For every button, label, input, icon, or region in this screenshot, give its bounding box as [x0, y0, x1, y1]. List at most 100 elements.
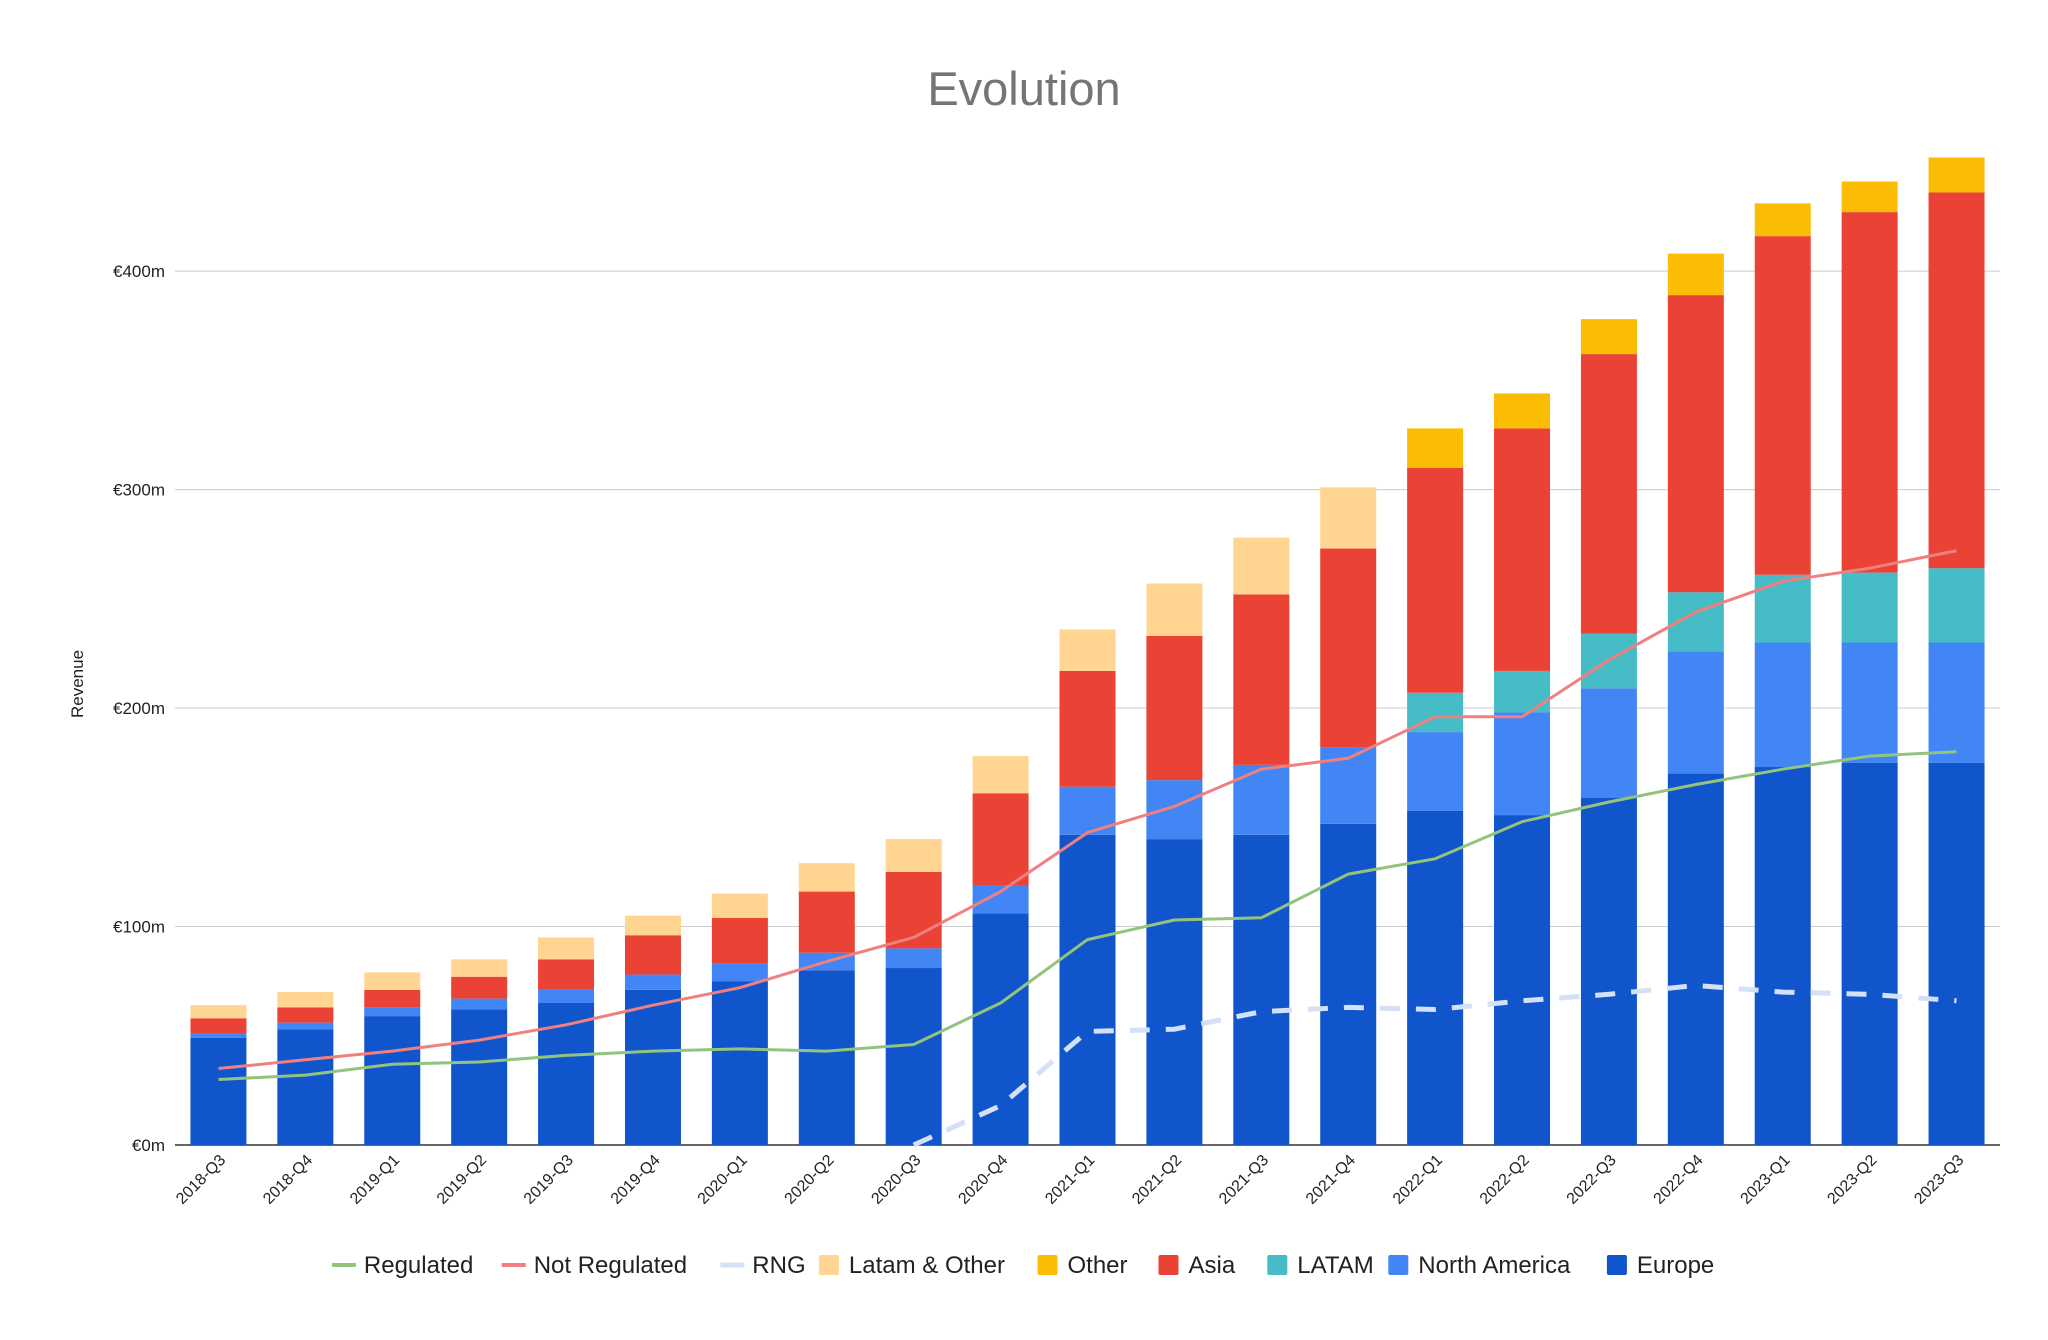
bar-europe	[711, 981, 768, 1145]
bar-north-america	[1494, 712, 1551, 816]
bar-latam-other	[190, 1005, 247, 1019]
bar-asia	[711, 917, 768, 964]
bar-other	[1754, 203, 1811, 237]
series-lines	[218, 549, 1957, 1148]
bar-europe	[1407, 810, 1464, 1145]
x-tick-label: 2022-Q2	[1477, 1152, 1533, 1208]
legend-label-not-regulated: Not Regulated	[534, 1252, 687, 1279]
bar-latam-other	[1146, 583, 1203, 636]
bar-other	[1494, 393, 1551, 429]
legend-label-latam-other: Latam & Other	[849, 1252, 1005, 1279]
bar-latam-other	[624, 915, 681, 936]
bar-asia	[1059, 670, 1116, 787]
bar-other	[1580, 319, 1637, 355]
legend-swatch-latam-other	[818, 1255, 839, 1275]
bar-north-america	[364, 1007, 421, 1017]
x-tick-label: 2022-Q1	[1390, 1152, 1446, 1208]
bar-europe	[1233, 834, 1290, 1145]
legend-label-europe: Europe	[1637, 1252, 1714, 1279]
bar-other	[1667, 253, 1724, 296]
bar-latam-other	[972, 756, 1029, 794]
bar-north-america	[538, 989, 595, 1003]
bar-asia	[1928, 192, 1985, 569]
legend-swatch-other	[1037, 1255, 1058, 1275]
legend-label-north-america: North America	[1418, 1252, 1571, 1279]
bar-latam-other	[798, 863, 855, 892]
line-rng	[912, 983, 1957, 1148]
bar-north-america	[277, 1022, 334, 1030]
bar-europe	[624, 989, 681, 1145]
bar-europe	[277, 1029, 334, 1145]
x-tick-label: 2020-Q4	[955, 1152, 1011, 1208]
legend: Regulated Not Regulated RNG Latam & Other Ot…	[331, 1252, 1714, 1279]
bar-north-america	[1928, 642, 1985, 763]
x-tick-label: 2018-Q4	[260, 1152, 316, 1208]
bar-latam-other	[1059, 629, 1116, 671]
bar-asia	[1320, 548, 1377, 748]
x-axis-ticks: 2018-Q3 2018-Q4 2019-Q1 2019-Q2 2019-Q3 2019-…	[173, 1152, 1967, 1208]
bar-asia	[1494, 428, 1551, 671]
bar-europe	[1494, 815, 1551, 1145]
bar-latam-other	[711, 893, 768, 918]
x-tick-label: 2023-Q3	[1911, 1152, 1967, 1208]
bar-latam	[1841, 572, 1898, 643]
bar-europe	[451, 1009, 508, 1145]
bar-asia	[364, 989, 421, 1008]
bar-latam-other	[538, 937, 595, 960]
x-tick-label: 2021-Q3	[1216, 1152, 1272, 1208]
x-tick-label: 2019-Q1	[347, 1152, 403, 1208]
y-tick-label: €100m	[113, 918, 165, 937]
bar-europe	[190, 1037, 247, 1145]
bar-europe	[1580, 797, 1637, 1145]
bar-north-america	[1407, 732, 1464, 811]
bar-asia	[451, 976, 508, 999]
x-tick-label: 2023-Q2	[1824, 1152, 1880, 1208]
x-tick-label: 2021-Q2	[1129, 1152, 1185, 1208]
bar-north-america	[885, 948, 942, 969]
bar-other	[1407, 428, 1464, 468]
bar-latam-other	[1233, 537, 1290, 595]
x-tick-label: 2018-Q3	[173, 1152, 229, 1208]
bar-europe	[972, 913, 1029, 1145]
bar-latam	[1754, 574, 1811, 643]
legend-swatch-asia	[1158, 1255, 1179, 1275]
bar-north-america	[1580, 688, 1637, 798]
legend-label-latam: LATAM	[1297, 1252, 1373, 1279]
bar-asia	[1580, 354, 1637, 634]
bar-asia	[538, 959, 595, 990]
bar-europe	[1928, 762, 1985, 1145]
legend-label-asia: Asia	[1189, 1252, 1236, 1279]
x-tick-label: 2021-Q4	[1303, 1152, 1359, 1208]
bar-asia	[190, 1018, 247, 1034]
x-tick-label: 2019-Q2	[434, 1152, 490, 1208]
bar-north-america	[451, 998, 508, 1010]
bar-latam	[1928, 568, 1985, 643]
bar-north-america	[190, 1033, 247, 1038]
bar-north-america	[1146, 780, 1203, 840]
x-tick-label: 2019-Q4	[608, 1152, 664, 1208]
legend-swatch-europe	[1606, 1255, 1627, 1275]
x-tick-label: 2022-Q3	[1564, 1152, 1620, 1208]
bar-north-america	[972, 885, 1029, 914]
bar-asia	[1146, 635, 1203, 781]
bar-asia	[1233, 594, 1290, 765]
chart-title: Evolution	[927, 62, 1120, 115]
legend-swatch-latam	[1267, 1255, 1288, 1275]
x-tick-label: 2020-Q3	[868, 1152, 924, 1208]
y-axis-title: Revenue	[68, 650, 87, 718]
bar-asia	[1407, 467, 1464, 693]
y-axis-ticks: €0m €100m €200m €300m €400m	[113, 262, 165, 1155]
bar-asia	[1841, 212, 1898, 573]
x-tick-label: 2021-Q1	[1042, 1152, 1098, 1208]
bar-latam-other	[1320, 487, 1377, 549]
bar-latam-other	[277, 992, 334, 1008]
bar-north-america	[1754, 642, 1811, 768]
bar-latam-other	[364, 972, 421, 990]
bar-latam-other	[451, 959, 508, 977]
bar-other	[1928, 157, 1985, 193]
bar-asia	[885, 871, 942, 949]
bar-north-america	[1233, 764, 1290, 835]
bar-asia	[798, 891, 855, 953]
